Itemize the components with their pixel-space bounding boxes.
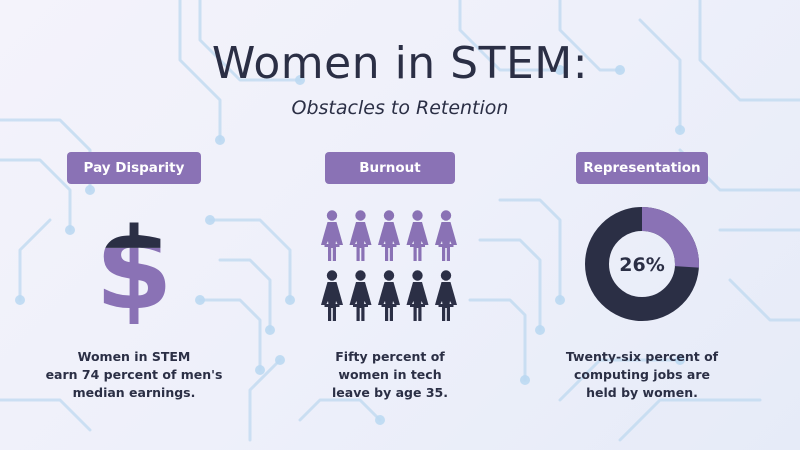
page-title: Women in STEM:	[211, 38, 589, 89]
caption-line: held by women.	[586, 385, 698, 400]
caption-line: Twenty-six percent of	[565, 349, 719, 364]
woman-icon	[435, 270, 457, 321]
caption-line: Fifty percent of	[335, 349, 445, 364]
representation-caption: Twenty-six percent of computing jobs are…	[532, 348, 752, 402]
people-grid	[321, 210, 457, 321]
pay-disparity-section: Pay Disparity $ $ Women in STEM earn 74 …	[34, 152, 234, 400]
representation-section: Representation 26% Twenty-six percent of…	[542, 152, 742, 400]
donut-value-arc	[585, 207, 699, 321]
donut-chart: 26%	[585, 207, 699, 321]
woman-icon	[406, 210, 429, 261]
caption-line: earn 74 percent of men's	[45, 367, 223, 382]
burnout-caption: Fifty percent of women in tech leave by …	[280, 348, 500, 402]
woman-icon	[349, 270, 372, 321]
woman-icon	[406, 270, 429, 321]
caption-line: women in tech	[338, 367, 442, 382]
woman-icon	[321, 210, 343, 261]
burnout-section: Burnout Fifty percent of women in tech l…	[290, 152, 490, 400]
caption-line: Women in STEM	[77, 349, 191, 364]
donut-percent-label: 26%	[619, 254, 664, 276]
woman-icon	[378, 270, 400, 321]
woman-icon	[321, 270, 343, 321]
pay-disparity-caption: Women in STEM earn 74 percent of men's m…	[24, 348, 244, 402]
pay-disparity-label: Pay Disparity	[67, 152, 201, 184]
dollar-icon: $ $	[98, 205, 170, 324]
woman-icon	[378, 210, 400, 261]
representation-label: Representation	[576, 152, 708, 184]
burnout-label: Burnout	[325, 152, 455, 184]
page-subtitle: Obstacles to Retention	[291, 97, 509, 119]
caption-line: leave by age 35.	[332, 385, 448, 400]
woman-icon	[435, 210, 457, 261]
svg-text:$: $	[98, 205, 170, 324]
woman-icon	[349, 210, 372, 261]
svg-text:$: $	[98, 205, 170, 324]
caption-line: computing jobs are	[573, 367, 711, 382]
caption-line: median earnings.	[72, 385, 196, 400]
